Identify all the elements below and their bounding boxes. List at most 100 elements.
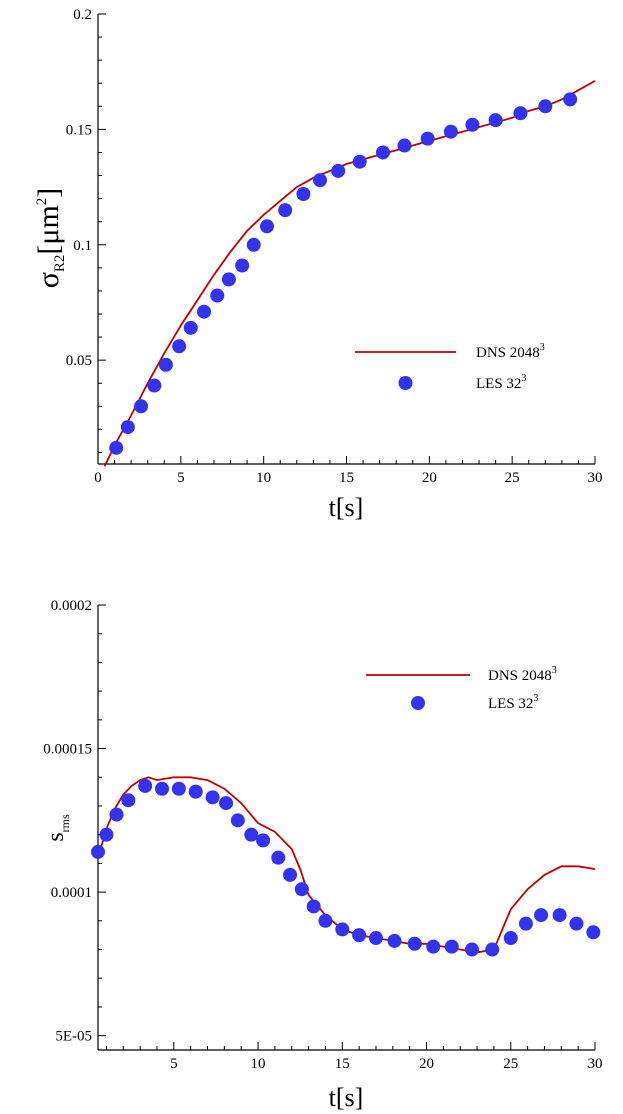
x-tick-label: 30 [588, 1056, 603, 1072]
les-data-point [171, 781, 186, 796]
les-data-point [121, 793, 136, 808]
s-rms-chart: 5 10 15 20 25 30 5E-05 0.0001 0.00015 0.0002 DNS 2… [43, 598, 603, 1112]
les-data-point [563, 92, 578, 107]
les-data-point [513, 106, 528, 121]
les-data-point [552, 908, 567, 923]
les-data-point [221, 272, 236, 287]
legend-dns-label: DNS 20483 [476, 342, 545, 361]
les-data-point [259, 219, 274, 234]
les-data-point [230, 813, 245, 828]
x-label-main: t [329, 493, 337, 522]
les-data-point [488, 113, 503, 128]
x-tick-label: 10 [251, 1056, 266, 1072]
les-data-point [569, 916, 584, 931]
y-tick-label: 0.0002 [51, 598, 92, 614]
y-label-subscript: rms [58, 814, 72, 832]
les-data-point [294, 882, 309, 897]
y-tick-label: 0.1 [73, 238, 92, 254]
les-data-point [397, 138, 412, 153]
x-label-open: [ [336, 493, 345, 522]
les-data-point [109, 807, 124, 822]
les-data-point [465, 942, 480, 957]
x-tick-label: 30 [588, 470, 603, 486]
y-label-subscript: R2 [52, 255, 68, 273]
legend-les-marker [398, 376, 413, 390]
les-data-point [352, 154, 367, 169]
legend-les-name: LES 32 [476, 376, 521, 392]
y-label-symbol: σ [32, 272, 65, 288]
les-data-point [465, 117, 480, 132]
x-tick-label: 10 [256, 470, 271, 486]
les-data-point [246, 237, 261, 252]
les-data-point [271, 850, 286, 865]
legend-dns-sup: 3 [552, 665, 557, 676]
les-data-point [278, 203, 293, 218]
les-data-point [210, 288, 225, 303]
x-label-close: ] [355, 1083, 364, 1112]
x-tick-label: 0 [94, 470, 102, 486]
dns-series-line [103, 80, 596, 467]
les-data-point [375, 145, 390, 160]
les-data-point [503, 931, 518, 946]
les-data-point [188, 784, 203, 799]
les-data-point [306, 899, 321, 914]
les-data-point [197, 304, 212, 319]
y-label-close: ] [32, 188, 65, 198]
legend-les-sup: 3 [521, 373, 526, 384]
les-data-point [387, 933, 402, 948]
les-data-point [91, 844, 105, 859]
y-axis-label: srms [43, 814, 72, 842]
y-label-symbol: s [43, 832, 69, 841]
x-axis-label: t[s] [329, 493, 364, 522]
x-axis-label: t[s] [329, 1083, 364, 1112]
les-data-point [172, 339, 187, 354]
les-data-point [147, 378, 162, 393]
legend-les-label: LES 323 [488, 693, 538, 712]
x-tick-label: 20 [419, 1056, 434, 1072]
legend-les-sup: 3 [533, 693, 538, 704]
les-data-point [99, 827, 114, 842]
x-tick-label: 15 [339, 470, 354, 486]
y-tick-label: 5E-05 [55, 1029, 92, 1045]
legend-dns-sup: 3 [540, 342, 545, 353]
les-data-point [335, 922, 350, 937]
les-data-point [518, 916, 533, 931]
x-label-open: [ [336, 1083, 345, 1112]
les-data-point [444, 939, 459, 954]
legend-les-label: LES 323 [476, 373, 526, 392]
legend-les-marker [411, 696, 425, 710]
y-label-unit: μm [32, 205, 65, 244]
x-tick-label: 20 [422, 470, 437, 486]
legend-dns-label: DNS 20483 [488, 665, 557, 684]
legend-les-name: LES 32 [488, 696, 533, 712]
y-tick-label: 0.05 [66, 353, 92, 369]
les-data-point [235, 258, 250, 273]
les-data-point [219, 796, 234, 811]
les-data-point [205, 790, 220, 805]
x-label-main: t [329, 1083, 337, 1112]
y-axis-label: σR2[μm2] [32, 188, 68, 289]
les-data-point [109, 440, 124, 455]
les-data-point [312, 173, 327, 188]
les-data-point [352, 928, 367, 943]
y-label-open: [ [32, 245, 65, 255]
les-data-point [296, 187, 311, 201]
les-data-point [443, 124, 458, 139]
les-data-point [407, 936, 422, 951]
y-tick-label: 0.0001 [51, 885, 92, 901]
les-data-point [420, 131, 435, 146]
les-data-point [283, 867, 298, 882]
legend-dns-name: DNS 2048 [476, 345, 540, 361]
les-data-point [331, 163, 346, 178]
les-data-point [158, 357, 173, 372]
les-data-point [244, 827, 259, 842]
les-data-point [586, 925, 601, 940]
legend-dns-name: DNS 2048 [488, 668, 552, 684]
les-data-point [120, 420, 135, 435]
les-data-point [155, 781, 170, 796]
les-data-point [534, 908, 549, 923]
x-label-unit: s [345, 1083, 355, 1112]
y-label-superscript: 2 [34, 198, 50, 206]
